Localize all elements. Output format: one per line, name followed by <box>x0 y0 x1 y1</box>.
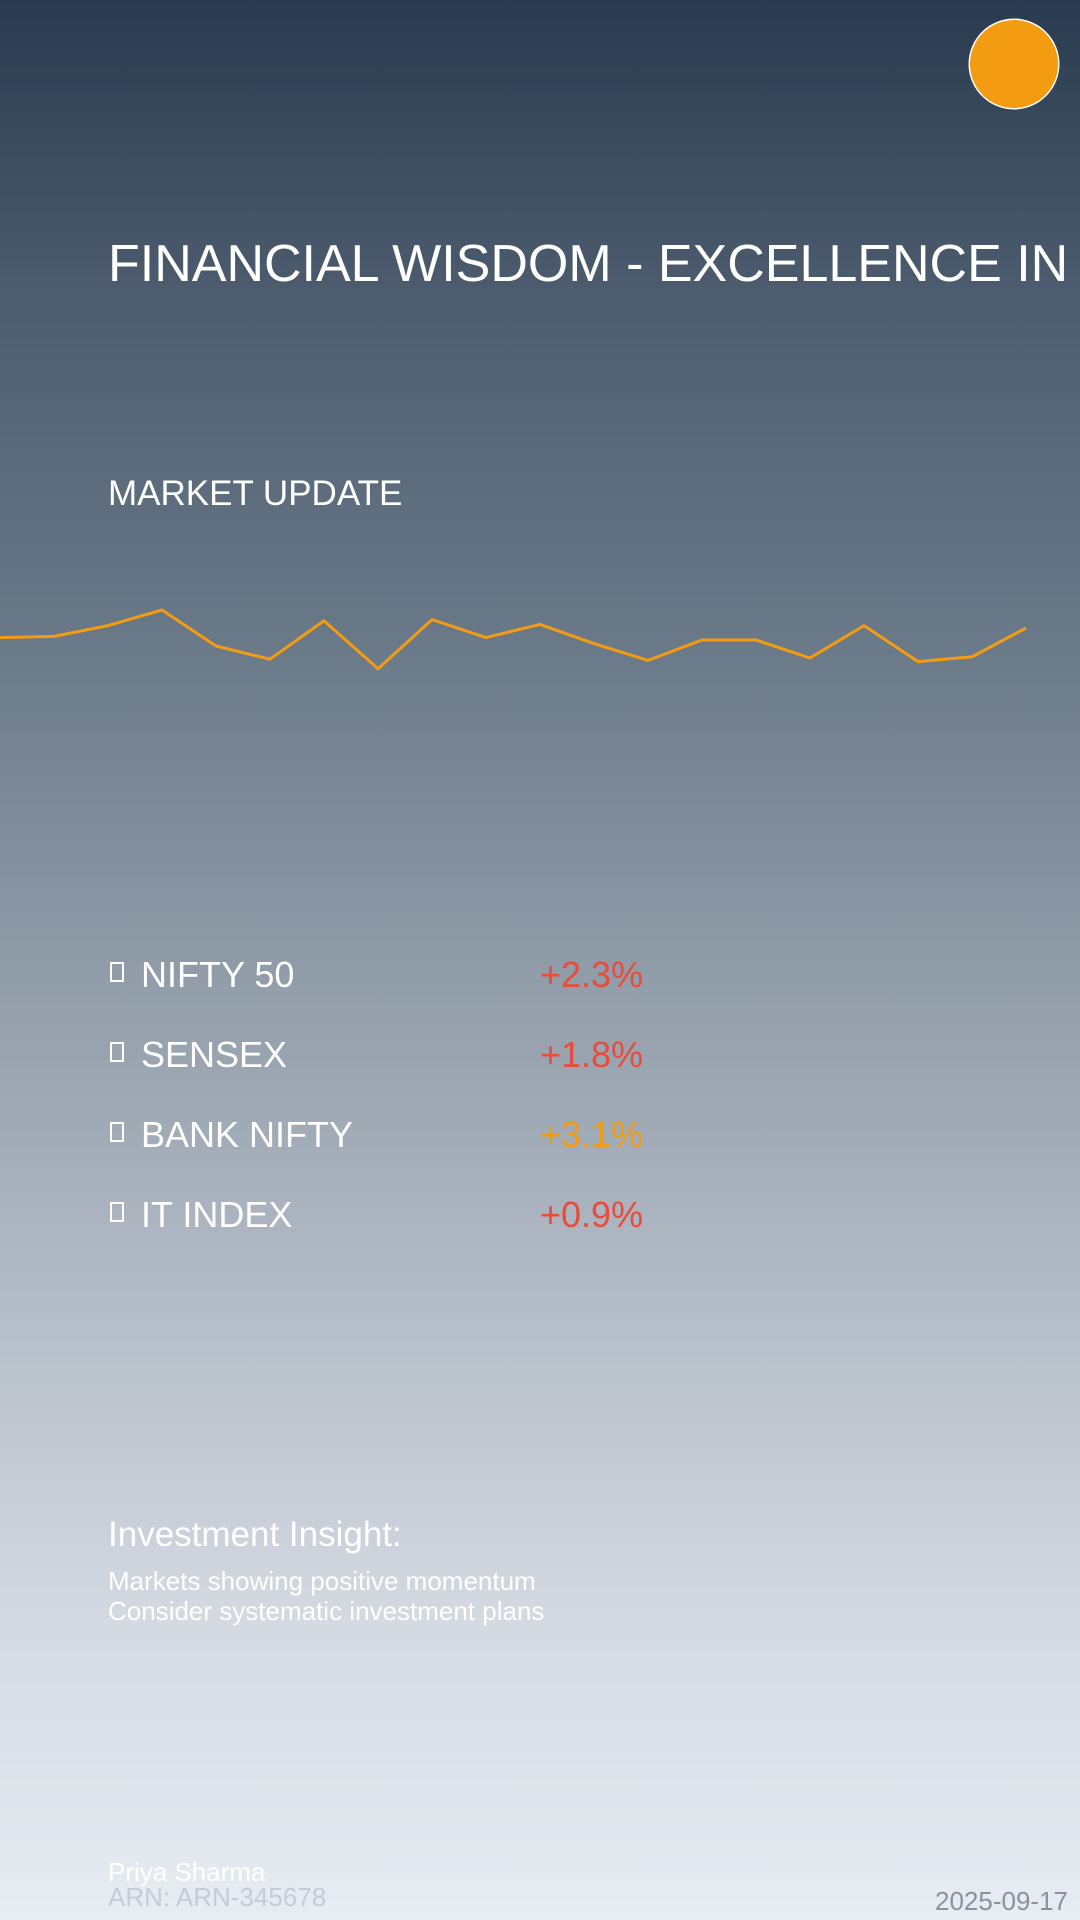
index-change: +3.1% <box>540 1114 644 1155</box>
index-name: SENSEX <box>141 1034 288 1075</box>
orange-circle-logo-icon <box>970 20 1058 108</box>
agent-name: Priya Sharma <box>108 1857 266 1887</box>
index-change: +0.9% <box>540 1194 644 1235</box>
insight-line: Markets showing positive momentum <box>108 1566 536 1596</box>
index-name: IT INDEX <box>141 1194 293 1235</box>
index-row-nifty-50: NIFTY 50 +2.3% <box>108 955 668 999</box>
index-change: +2.3% <box>540 954 644 995</box>
insight-line: Consider systematic investment plans <box>108 1596 545 1626</box>
trend-series-line <box>0 608 1027 671</box>
box-glyph-icon <box>110 1042 124 1062</box>
market-update-title: MARKET UPDATE <box>108 474 403 513</box>
box-glyph-icon <box>110 1122 124 1142</box>
index-row-sensex: SENSEX +1.8% <box>108 1035 668 1079</box>
post-date: 2025-09-17 <box>935 1886 1068 1916</box>
agent-arn: ARN: ARN-345678 <box>108 1882 327 1912</box>
market-trend-chart <box>0 608 1027 671</box>
index-row-it-index: IT INDEX +0.9% <box>108 1195 668 1239</box>
index-name: BANK NIFTY <box>141 1114 354 1155</box>
index-change: +1.8% <box>540 1034 644 1075</box>
headline: FINANCIAL WISDOM - EXCELLENCE IN <box>108 235 1069 293</box>
box-glyph-icon <box>110 1202 124 1222</box>
index-name: NIFTY 50 <box>141 954 295 995</box>
index-row-bank-nifty: BANK NIFTY +3.1% <box>108 1115 668 1159</box>
box-glyph-icon <box>110 962 124 982</box>
insight-title: Investment Insight: <box>108 1515 402 1554</box>
